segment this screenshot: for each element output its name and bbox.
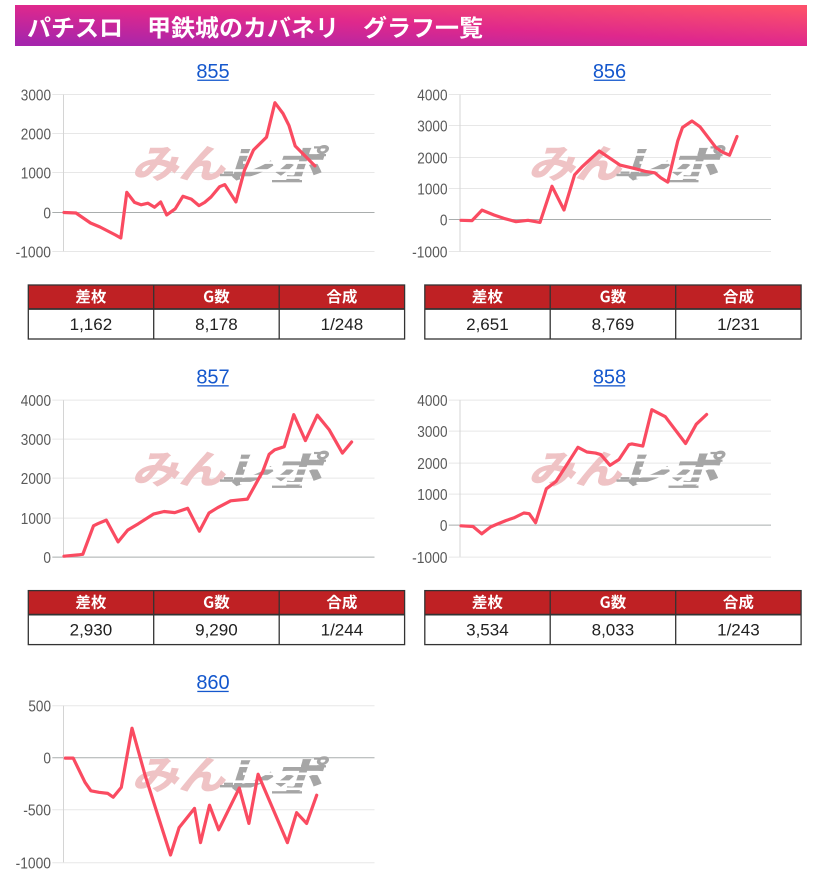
svg-text:3000: 3000 [21, 432, 51, 449]
svg-text:2000: 2000 [21, 126, 51, 143]
svg-text:1000: 1000 [21, 511, 51, 528]
svg-text:3000: 3000 [417, 118, 447, 135]
svg-text:857: 857 [196, 367, 229, 389]
svg-text:1/243: 1/243 [717, 620, 760, 639]
svg-text:0: 0 [43, 550, 51, 567]
svg-text:855: 855 [196, 61, 229, 83]
svg-text:1/244: 1/244 [321, 620, 364, 639]
svg-text:3000: 3000 [417, 424, 447, 441]
svg-text:4000: 4000 [417, 393, 447, 410]
svg-text:0: 0 [440, 518, 448, 535]
svg-text:1000: 1000 [417, 181, 447, 198]
svg-text:856: 856 [593, 61, 626, 83]
svg-text:4000: 4000 [21, 393, 51, 410]
svg-text:8,769: 8,769 [592, 315, 635, 334]
svg-text:2000: 2000 [417, 456, 447, 473]
svg-text:1000: 1000 [21, 165, 51, 182]
svg-text:2000: 2000 [21, 471, 51, 488]
svg-text:4000: 4000 [417, 87, 447, 104]
svg-text:0: 0 [43, 751, 51, 768]
svg-text:1,162: 1,162 [70, 315, 113, 334]
svg-text:0: 0 [43, 205, 51, 222]
svg-text:8,178: 8,178 [195, 315, 238, 334]
svg-text:860: 860 [196, 672, 229, 694]
svg-text:1000: 1000 [417, 487, 447, 504]
svg-text:-1000: -1000 [16, 244, 51, 261]
svg-text:500: 500 [28, 699, 51, 716]
svg-text:8,033: 8,033 [592, 620, 635, 639]
svg-text:1/248: 1/248 [321, 315, 364, 334]
svg-text:-1000: -1000 [412, 550, 447, 567]
svg-text:858: 858 [593, 367, 626, 389]
svg-text:-1000: -1000 [412, 244, 447, 261]
svg-text:3000: 3000 [21, 87, 51, 104]
svg-text:2000: 2000 [417, 150, 447, 167]
svg-text:3,534: 3,534 [466, 620, 509, 639]
svg-text:-1000: -1000 [16, 856, 51, 873]
svg-text:9,290: 9,290 [195, 620, 238, 639]
svg-text:2,651: 2,651 [466, 315, 509, 334]
svg-text:0: 0 [440, 212, 448, 229]
svg-text:1/231: 1/231 [717, 315, 760, 334]
svg-text:2,930: 2,930 [70, 620, 113, 639]
svg-text:-500: -500 [23, 803, 51, 820]
